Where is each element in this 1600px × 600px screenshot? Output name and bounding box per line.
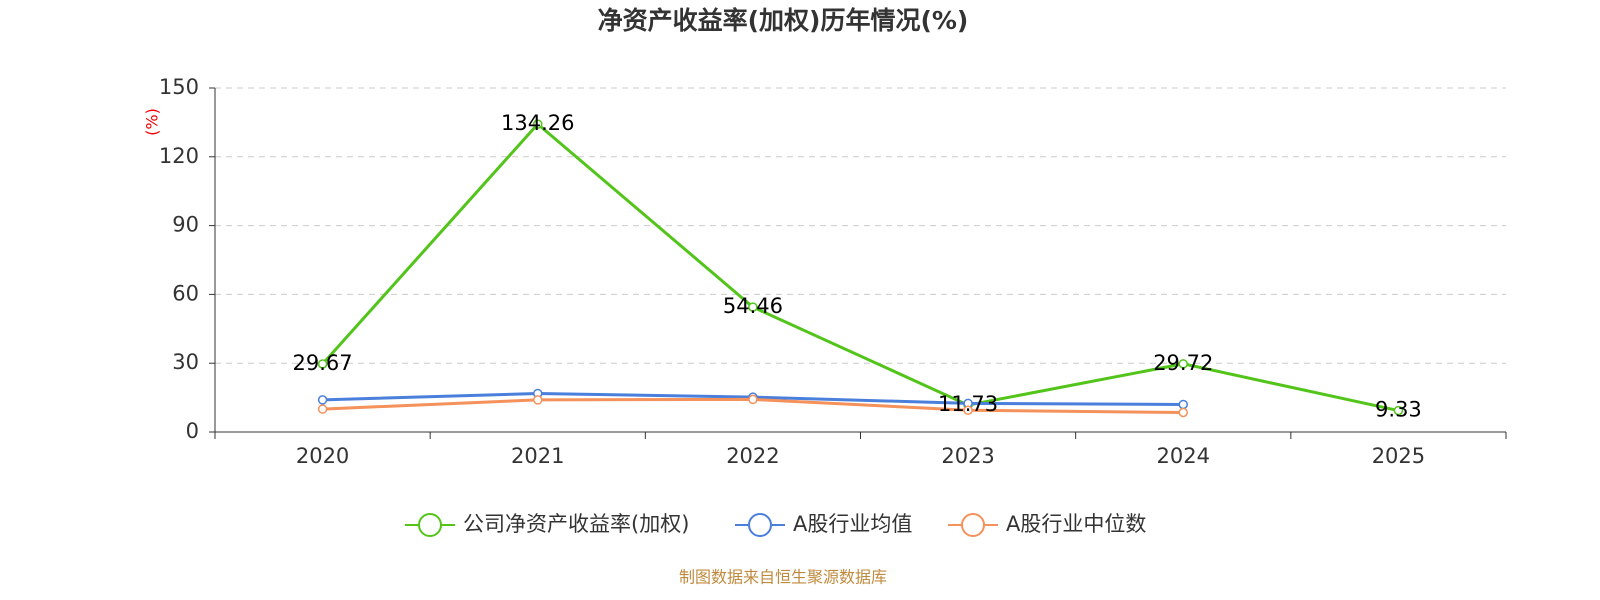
data-point <box>317 395 328 405</box>
x-tick-label: 2025 <box>1372 444 1425 468</box>
legend-label: A股行业中位数 <box>1006 512 1146 536</box>
data-point <box>1393 405 1404 416</box>
data-label: 54.46 <box>723 294 783 318</box>
series-line <box>321 122 1399 413</box>
legend-marker <box>418 513 442 537</box>
legend-label: A股行业均值 <box>793 512 912 536</box>
y-tick-label: 30 <box>172 350 199 374</box>
y-tick-label: 90 <box>172 213 199 237</box>
x-tick-label: 2020 <box>296 444 349 468</box>
data-point <box>963 405 973 415</box>
data-point <box>317 404 328 414</box>
y-tick-label: 150 <box>159 75 199 99</box>
data-point <box>1178 359 1188 369</box>
source-note: 制图数据来自恒生聚源数据库 <box>679 568 887 587</box>
data-point <box>533 395 543 405</box>
data-point <box>1178 407 1188 418</box>
data-label: 134.26 <box>501 111 574 135</box>
data-point <box>317 359 328 369</box>
y-tick-label: 120 <box>159 144 199 168</box>
y-tick-label: 0 <box>186 419 199 443</box>
data-label: 29.67 <box>293 351 353 375</box>
y-tick-label: 60 <box>172 281 199 305</box>
data-label: 29.72 <box>1153 351 1213 375</box>
data-point <box>748 302 758 312</box>
data-point <box>533 119 543 129</box>
data-point <box>1178 399 1188 410</box>
data-point <box>748 394 758 405</box>
y-axis-label: (%) <box>143 108 162 136</box>
legend-marker <box>748 513 772 537</box>
legend-label: 公司净资产收益率(加权) <box>463 512 689 536</box>
x-tick-label: 2021 <box>511 444 564 468</box>
legend-marker <box>961 513 985 537</box>
data-label: 9.33 <box>1375 398 1422 422</box>
chart-title: 净资产收益率(加权)历年情况(%) <box>598 6 969 35</box>
x-tick-label: 2024 <box>1157 444 1210 468</box>
x-tick-label: 2023 <box>941 444 994 468</box>
data-label: 11.73 <box>938 392 998 416</box>
x-tick-label: 2022 <box>726 444 779 468</box>
